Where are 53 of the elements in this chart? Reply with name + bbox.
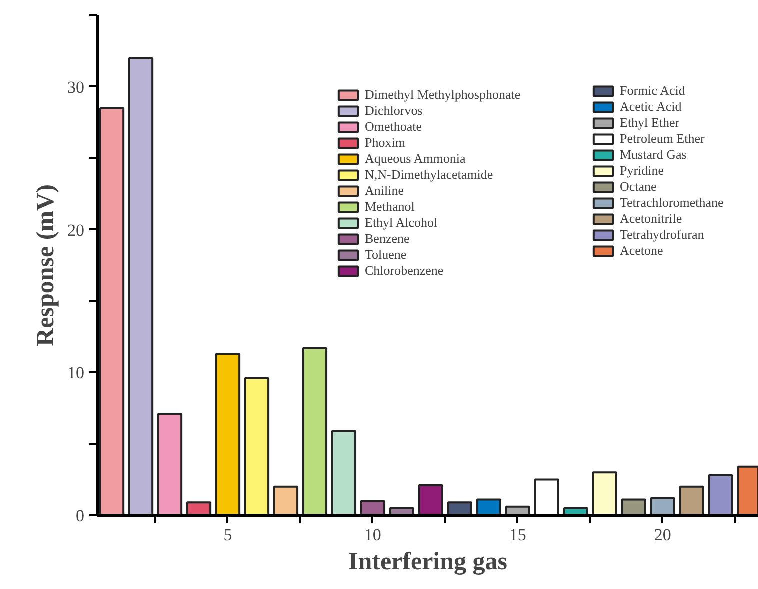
bar — [418, 484, 444, 516]
bar — [186, 502, 212, 516]
legend-label: Formic Acid — [620, 83, 686, 99]
bar — [650, 497, 676, 516]
bar — [273, 486, 299, 516]
x-tick-label: 10 — [364, 526, 382, 544]
legend-label: Omethoate — [365, 119, 422, 135]
bar — [157, 413, 183, 516]
legend-label: Dimethyl Methylphosphonate — [365, 87, 521, 103]
legend-label: Mustard Gas — [620, 147, 687, 163]
legend-label: N,N-Dimethylacetamide — [365, 167, 494, 183]
legend-label: Benzene — [365, 231, 410, 247]
bar — [331, 430, 357, 516]
bar — [592, 472, 618, 516]
y-tick-label: 0 — [76, 506, 84, 526]
bar — [679, 486, 704, 516]
legend-label: Octane — [620, 179, 657, 195]
bar — [215, 353, 241, 516]
legend-label: Petroleum Ether — [620, 131, 705, 147]
bar — [737, 466, 758, 516]
y-tick-label: 20 — [68, 220, 84, 240]
bar — [302, 347, 328, 516]
bar — [476, 498, 502, 516]
legend-label: Aqueous Ammonia — [365, 151, 466, 167]
legend-label: Dichlorvos — [365, 103, 423, 119]
bar — [621, 498, 646, 516]
x-axis-title: Interfering gas — [348, 548, 508, 576]
legend-label: Methanol — [365, 199, 415, 215]
bar — [708, 474, 734, 516]
legend-label: Acetonitrile — [620, 211, 682, 227]
legend-label: Chlorobenzene — [365, 263, 444, 279]
bar — [128, 57, 154, 516]
y-tick-label: 30 — [68, 78, 84, 97]
bar — [244, 377, 270, 516]
bar — [447, 502, 472, 516]
x-tick-label: 5 — [224, 526, 232, 544]
legend-label: Aniline — [365, 183, 404, 199]
legend-label: Phoxim — [365, 135, 406, 151]
legend-label: Pyridine — [620, 163, 664, 179]
legend-label: Ethyl Ether — [620, 115, 680, 131]
legend-label: Acetone — [620, 243, 664, 259]
legend-label: Acetic Acid — [620, 99, 682, 115]
bar — [534, 478, 560, 516]
x-tick-label: 15 — [509, 526, 526, 544]
bar — [360, 500, 386, 516]
y-axis-title: Response (mV) — [32, 184, 60, 346]
legend-label: Tetrachloromethane — [620, 195, 724, 211]
legend-label: Tetrahydrofuran — [620, 227, 704, 243]
legend-label: Ethyl Alcohol — [365, 215, 438, 231]
x-tick-label: 20 — [654, 526, 672, 544]
bar — [99, 107, 125, 516]
legend-label: Toluene — [365, 247, 407, 263]
y-tick-label: 10 — [68, 364, 84, 383]
